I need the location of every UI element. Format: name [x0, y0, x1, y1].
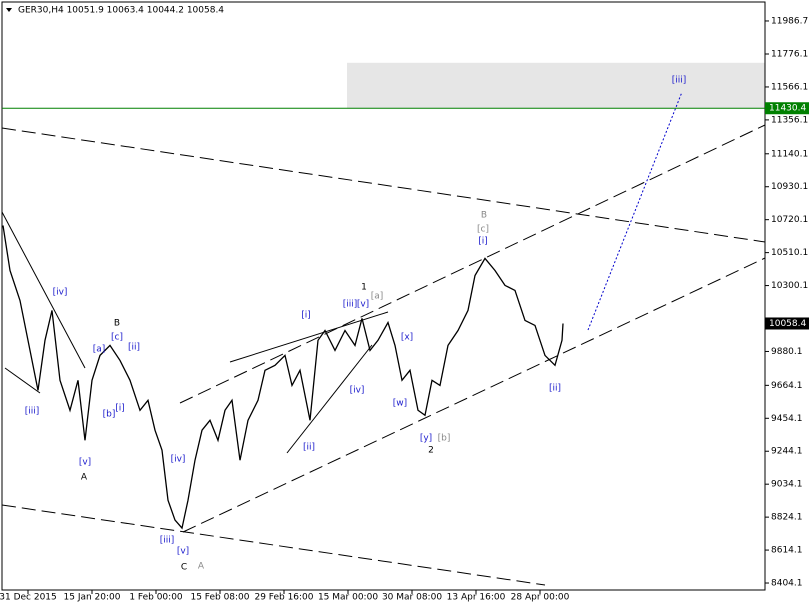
trend-lines — [1, 91, 766, 586]
trend-line — [286, 344, 373, 454]
y-tick-label: 9880.1 — [771, 347, 803, 357]
last-price-box — [765, 317, 809, 330]
last-price-label: 10058.4 — [769, 319, 806, 329]
y-tick-label: 10300.1 — [771, 281, 808, 291]
wave-label: A — [198, 562, 205, 572]
y-tick-label: 10930.1 — [771, 182, 808, 192]
wave-label: [iii] — [343, 300, 358, 310]
wave-label: [a] — [371, 292, 384, 302]
y-tick-label: 8824.1 — [771, 513, 803, 523]
wave-label: [i] — [301, 311, 311, 321]
wave-label: [i] — [115, 404, 125, 414]
y-tick-label: 8404.1 — [771, 579, 803, 589]
y-tick-label: 11776.1 — [771, 50, 808, 60]
y-tick-label: 11140.1 — [771, 149, 808, 159]
wave-label: [iii] — [160, 536, 175, 546]
wave-label: [iii] — [25, 407, 40, 417]
wave-label: 2 — [428, 446, 434, 456]
trend-line — [1, 211, 86, 369]
y-tick-label: 9664.1 — [771, 381, 803, 391]
x-tick-label: 15 Feb 08:00 — [190, 593, 249, 603]
projection-line — [587, 91, 683, 331]
y-tick-label: 9244.1 — [771, 447, 803, 457]
wave-label: A — [81, 473, 88, 483]
wave-label: [ii] — [549, 384, 561, 394]
wave-label: [v] — [357, 300, 369, 310]
wave-label: [iv] — [171, 455, 186, 465]
wave-label: C — [181, 563, 187, 573]
y-tick-label: 9454.1 — [771, 414, 803, 424]
wave-label: [iv] — [53, 288, 68, 298]
menu-arrow — [6, 8, 12, 12]
y-tick-label: 10720.1 — [771, 215, 808, 225]
trend-line — [4, 367, 41, 394]
wave-label: B — [114, 319, 120, 329]
price-line — [2, 225, 564, 530]
x-tick-label: 15 Jan 20:00 — [64, 593, 121, 603]
wave-label: [v] — [177, 547, 189, 557]
wave-label: [iii] — [672, 76, 687, 86]
x-tick-label: 29 Feb 16:00 — [254, 593, 313, 603]
trend-line — [1, 127, 766, 243]
level-label: 11430.4 — [769, 104, 806, 114]
x-tick-label: 1 Feb 00:00 — [129, 593, 183, 603]
y-tick-label: 11566.1 — [771, 82, 808, 92]
wave-label: [ii] — [128, 343, 140, 353]
wave-label: [i] — [478, 237, 488, 247]
y-tick-label: 8614.1 — [771, 546, 803, 556]
wave-label: [iv] — [350, 386, 365, 396]
wave-label: 1 — [361, 283, 367, 293]
x-tick-label: 15 Mar 00:00 — [318, 593, 378, 603]
wave-label: [c] — [477, 225, 489, 235]
wave-label: [ii] — [303, 443, 315, 453]
wave-label: [w] — [393, 399, 407, 409]
wave-label: [x] — [401, 333, 413, 343]
y-tick-label: 11986.7 — [771, 16, 808, 26]
wave-label: [v] — [79, 458, 91, 468]
x-tick-label: 31 Dec 2015 — [0, 593, 57, 603]
y-tick-label: 11356.1 — [771, 115, 808, 125]
x-tick-label: 13 Apr 16:00 — [447, 593, 506, 603]
y-tick-label: 9034.1 — [771, 480, 803, 490]
level-label-box — [765, 102, 809, 115]
chart-title: GER30,H4 10051.9 10063.4 10044.2 10058.4 — [18, 6, 224, 16]
wave-label: [y] — [420, 434, 432, 444]
target-zone — [347, 62, 765, 109]
y-tick-label: 10510.1 — [771, 248, 808, 258]
plot-frame — [1, 1, 766, 591]
wave-label: [a] — [93, 345, 106, 355]
trend-line — [1, 504, 546, 586]
x-tick-label: 28 Apr 00:00 — [511, 593, 570, 603]
x-tick-label: 30 Mar 08:00 — [382, 593, 442, 603]
trend-line — [179, 124, 766, 404]
wave-label: B — [481, 211, 487, 221]
trend-line — [182, 257, 766, 533]
wave-label: [c] — [111, 333, 123, 343]
wave-label: [b] — [103, 410, 116, 420]
wave-label: [b] — [438, 434, 451, 444]
